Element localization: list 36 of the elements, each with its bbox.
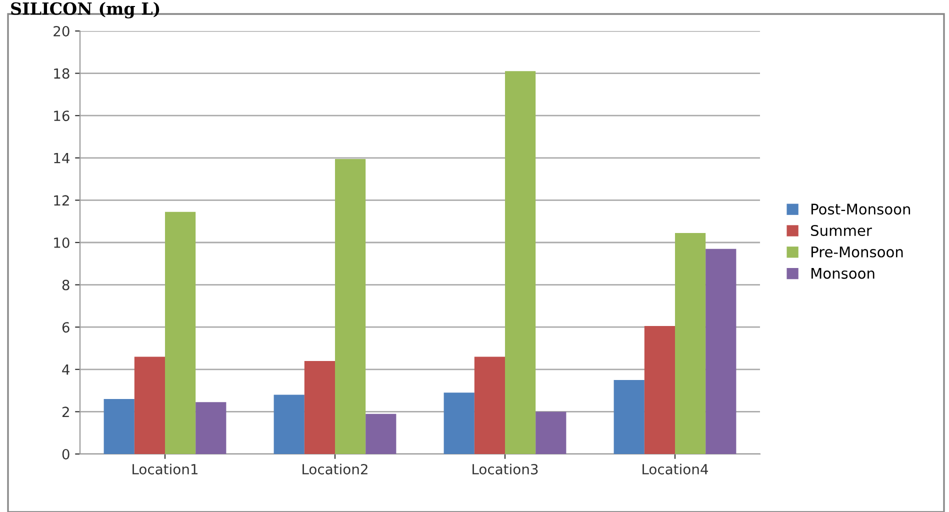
bar [134,356,165,454]
bar [505,71,536,454]
y-tick-label: 6 [62,322,70,333]
y-tick-label: 0 [62,448,70,460]
y-tick-label: 2 [62,406,69,417]
y-tick-label: 4 [62,364,70,375]
legend-label: Monsoon [811,268,874,279]
bar [335,158,366,454]
bar [614,380,644,454]
y-tick-label: 20 [54,26,70,36]
bar [165,212,196,454]
x-tick-label: Location4 [642,464,708,474]
bar [304,360,335,454]
y-tick-label: 14 [54,153,70,164]
x-tick-label: Location3 [472,464,538,474]
bar [196,402,226,454]
legend-label: Post-Monsoon [811,204,910,215]
x-tick-label: Location2 [302,464,368,474]
bar [444,392,474,454]
y-tick-label: 18 [54,68,70,79]
bar [675,232,706,454]
bar [366,414,396,454]
bar [104,399,134,454]
bar [706,248,736,454]
bar [644,326,675,454]
x-tick-label: Location1 [132,464,198,474]
bar [274,394,304,454]
legend-label: Summer [811,225,872,236]
y-tick-label: 16 [54,110,70,122]
chart-title: SILICON (mg L) [11,2,160,18]
legend-label: Pre-Monsoon [811,246,903,258]
bar [536,412,566,454]
bar [474,356,505,454]
y-tick-label: 12 [54,195,69,206]
y-tick-label: 8 [62,280,70,290]
y-tick-label: 10 [54,237,70,248]
